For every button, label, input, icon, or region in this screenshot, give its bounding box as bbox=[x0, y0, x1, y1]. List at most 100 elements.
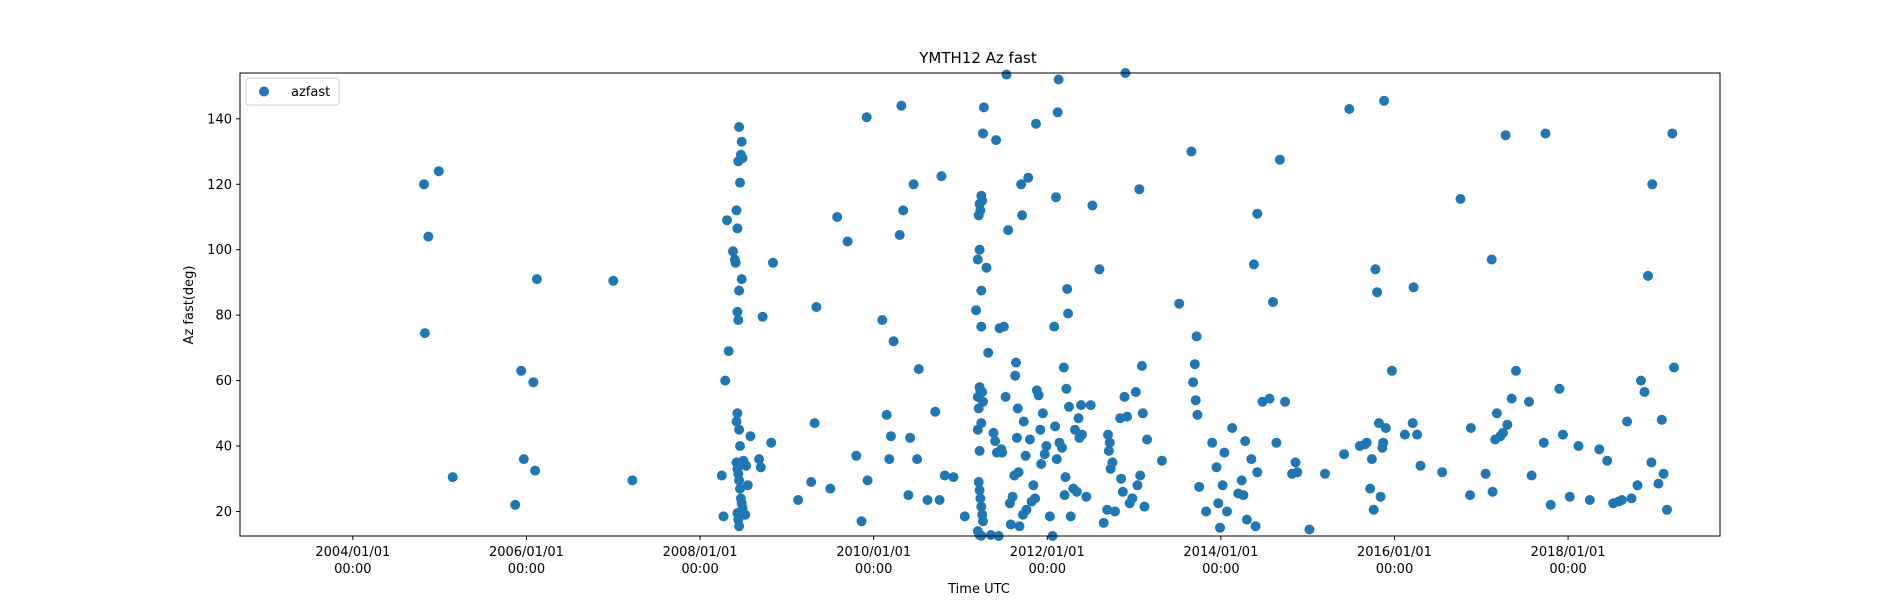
data-point bbox=[1049, 321, 1060, 332]
data-point bbox=[1122, 411, 1133, 422]
data-point bbox=[1130, 387, 1141, 397]
data-point bbox=[1085, 400, 1096, 411]
data-point bbox=[1087, 200, 1098, 211]
data-point bbox=[1132, 480, 1143, 491]
data-point bbox=[976, 418, 987, 429]
legend-label: azfast bbox=[291, 85, 330, 100]
data-point bbox=[720, 375, 731, 386]
data-point bbox=[1077, 429, 1087, 440]
data-point bbox=[1215, 522, 1225, 533]
data-point bbox=[1375, 491, 1386, 502]
y-axis: 20 40 60 80 100 120 140 bbox=[207, 112, 240, 520]
x-tick-label: 00:00 bbox=[1202, 562, 1239, 577]
data-point bbox=[1407, 418, 1418, 429]
data-point bbox=[1486, 254, 1497, 265]
data-point bbox=[1290, 457, 1301, 468]
data-point bbox=[973, 477, 984, 487]
data-point bbox=[1018, 416, 1029, 427]
data-point bbox=[1039, 449, 1050, 460]
data-point bbox=[1037, 408, 1048, 419]
data-point bbox=[1584, 495, 1595, 505]
data-point bbox=[1023, 172, 1034, 183]
data-point bbox=[862, 475, 873, 486]
data-point bbox=[734, 285, 745, 296]
data-point bbox=[861, 112, 872, 123]
data-point bbox=[1280, 396, 1291, 407]
data-point bbox=[1017, 210, 1028, 221]
data-point bbox=[447, 472, 458, 483]
data-point bbox=[976, 285, 987, 296]
x-tick-label: 2008/01/01 bbox=[663, 545, 738, 560]
data-point bbox=[735, 441, 745, 451]
legend-marker bbox=[259, 86, 269, 97]
data-point bbox=[718, 511, 729, 522]
data-point bbox=[1036, 459, 1047, 469]
data-point bbox=[978, 102, 989, 113]
data-point bbox=[1062, 284, 1073, 294]
x-tick-label: 00:00 bbox=[1549, 562, 1586, 577]
data-point bbox=[627, 475, 638, 486]
data-point bbox=[978, 516, 988, 527]
x-tick-label: 00:00 bbox=[334, 562, 371, 577]
data-point bbox=[1320, 468, 1330, 479]
data-point bbox=[1053, 74, 1064, 85]
data-point bbox=[1024, 434, 1035, 445]
data-point bbox=[745, 431, 756, 442]
data-point bbox=[732, 306, 743, 317]
data-point bbox=[1538, 437, 1549, 448]
data-point bbox=[419, 179, 429, 190]
plot-area-frame bbox=[239, 72, 1721, 537]
data-point bbox=[1408, 282, 1419, 293]
data-points bbox=[419, 68, 1679, 541]
data-point bbox=[1064, 401, 1074, 412]
data-point bbox=[1506, 393, 1517, 404]
data-point bbox=[1186, 146, 1197, 157]
data-point bbox=[732, 223, 743, 234]
data-point bbox=[731, 205, 742, 216]
data-point bbox=[1081, 491, 1092, 502]
data-point bbox=[1626, 493, 1637, 504]
data-point bbox=[1061, 383, 1072, 394]
data-point bbox=[1647, 179, 1658, 190]
data-point bbox=[1174, 298, 1185, 309]
data-point bbox=[510, 499, 521, 510]
data-point bbox=[1041, 441, 1052, 451]
data-point bbox=[1137, 408, 1148, 419]
data-point bbox=[419, 328, 430, 339]
data-point bbox=[881, 409, 892, 420]
data-point bbox=[1102, 504, 1113, 515]
data-point bbox=[723, 346, 734, 357]
data-point bbox=[1222, 506, 1232, 517]
data-point bbox=[1240, 436, 1251, 447]
legend: azfast bbox=[245, 77, 340, 106]
x-tick-label: 00:00 bbox=[1029, 562, 1066, 577]
data-point bbox=[733, 315, 744, 325]
data-point bbox=[1524, 396, 1534, 407]
data-point bbox=[1044, 511, 1055, 522]
data-point bbox=[985, 530, 996, 540]
data-point bbox=[1271, 437, 1282, 448]
data-point bbox=[516, 365, 527, 376]
data-point bbox=[731, 416, 742, 427]
data-point bbox=[530, 465, 541, 476]
data-point bbox=[1052, 107, 1063, 118]
data-point bbox=[1194, 481, 1205, 492]
data-point bbox=[1028, 480, 1039, 491]
data-point bbox=[806, 477, 817, 487]
data-point bbox=[1014, 521, 1025, 532]
x-tick-label: 2012/01/01 bbox=[1010, 545, 1085, 560]
data-point bbox=[1557, 429, 1568, 440]
data-point bbox=[1000, 391, 1011, 402]
data-point bbox=[983, 347, 994, 358]
data-point bbox=[903, 490, 914, 501]
data-point bbox=[934, 495, 945, 505]
x-tick-label: 00:00 bbox=[1376, 562, 1413, 577]
data-point bbox=[722, 215, 732, 226]
x-tick-label: 2016/01/01 bbox=[1357, 545, 1432, 560]
data-point bbox=[1365, 483, 1376, 494]
data-point bbox=[1632, 480, 1643, 491]
data-point bbox=[1373, 418, 1384, 429]
x-axis-label: Time UTC bbox=[947, 582, 1010, 597]
data-point bbox=[948, 472, 959, 483]
data-point bbox=[608, 275, 619, 286]
